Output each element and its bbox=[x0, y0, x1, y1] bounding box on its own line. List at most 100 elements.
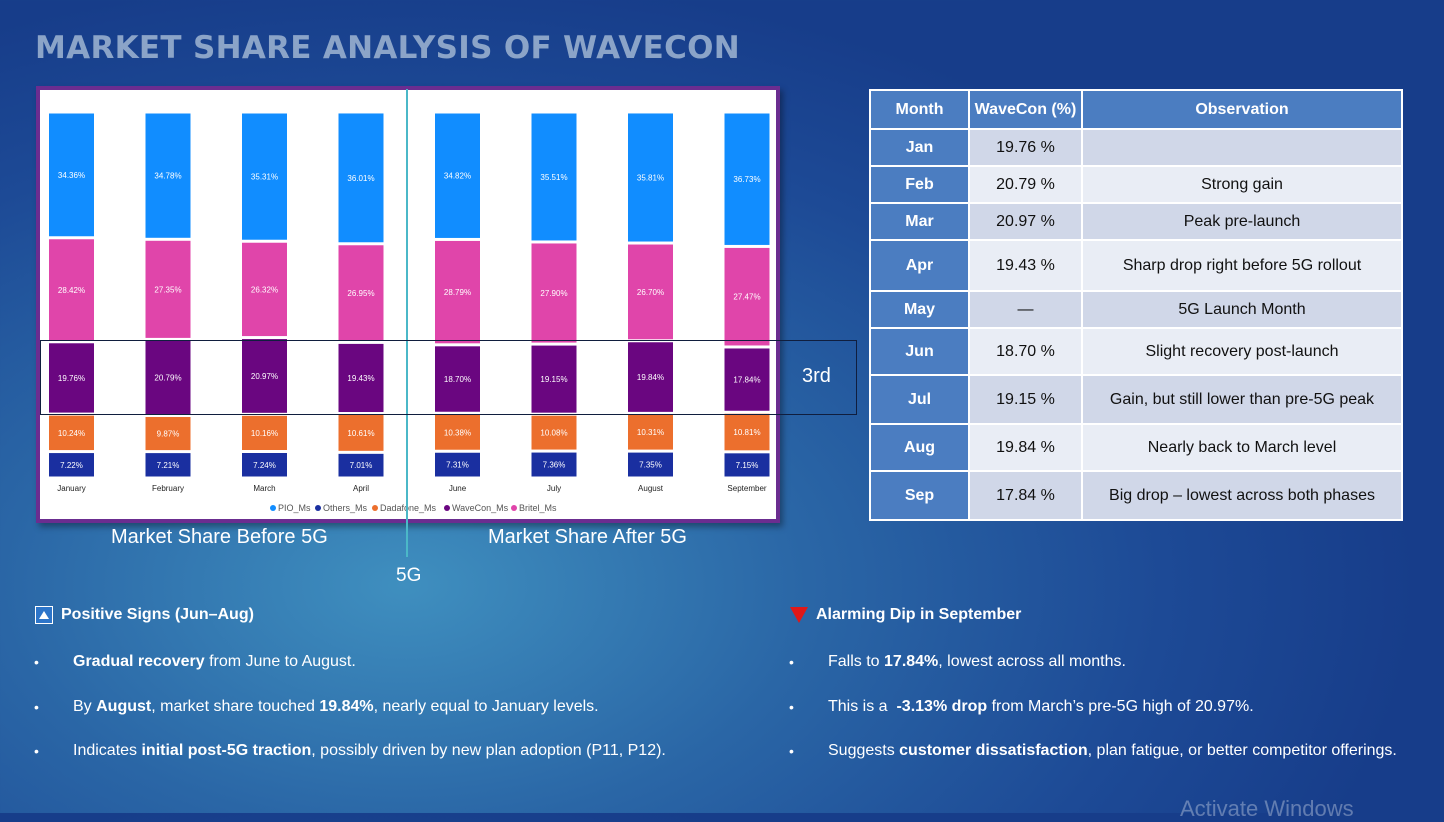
bar-wavecon-ms-august bbox=[628, 342, 673, 412]
cell-month: Jun bbox=[869, 327, 970, 376]
data-label: 20.79% bbox=[154, 373, 181, 382]
table-header-row: Month WaveCon (%) Observation bbox=[869, 89, 1403, 130]
bar-dadafone-ms-september bbox=[724, 413, 770, 451]
bar-others-ms-april bbox=[338, 453, 384, 477]
legend-label: WaveCon_Ms bbox=[452, 503, 509, 513]
data-label: 34.78% bbox=[154, 172, 181, 181]
data-label: 7.21% bbox=[157, 461, 180, 470]
cell-month: Apr bbox=[869, 239, 970, 292]
data-label: 7.15% bbox=[736, 461, 759, 470]
data-label: 7.22% bbox=[60, 461, 83, 470]
data-label: 27.35% bbox=[154, 285, 181, 294]
list-item: This is a -3.13% drop from March’s pre-5… bbox=[789, 697, 1397, 742]
bar-dadafone-ms-january bbox=[49, 415, 94, 451]
data-label: 19.76% bbox=[58, 374, 85, 383]
bar-pio-ms-august bbox=[628, 113, 673, 242]
cell-value: 19.76 % bbox=[968, 128, 1083, 167]
bar-others-ms-july bbox=[531, 452, 577, 477]
cell-value: 20.97 % bbox=[968, 202, 1083, 241]
table-row: Sep 17.84 % Big drop – lowest across bot… bbox=[869, 470, 1403, 521]
list-item: Gradual recovery from June to August. bbox=[34, 652, 666, 697]
cell-value: 19.15 % bbox=[968, 374, 1083, 425]
legend-marker-wavecon-ms bbox=[444, 505, 450, 511]
cell-month: Jul bbox=[869, 374, 970, 425]
alarming-dip-heading: Alarming Dip in September bbox=[790, 606, 1021, 624]
data-label: 36.01% bbox=[347, 174, 374, 183]
observation-table: Month WaveCon (%) Observation Jan 19.76 … bbox=[869, 89, 1403, 521]
legend-marker-britel-ms bbox=[511, 505, 517, 511]
data-label: 35.51% bbox=[540, 173, 567, 182]
data-label: 19.43% bbox=[347, 374, 374, 383]
5g-divider-line bbox=[406, 89, 408, 557]
after-5g-label: Market Share After 5G bbox=[488, 526, 687, 548]
chart-canvas: 7.22% 10.24% 19.76% 28.42% 34.36% January 7.21… bbox=[49, 113, 770, 513]
bar-dadafone-ms-june bbox=[435, 414, 480, 450]
bar-dadafone-ms-july bbox=[531, 415, 577, 450]
cell-month: Feb bbox=[869, 165, 970, 204]
table-row: Jun 18.70 % Slight recovery post-launch bbox=[869, 327, 1403, 376]
data-label: 10.61% bbox=[347, 429, 374, 438]
bar-wavecon-ms-february bbox=[145, 340, 191, 414]
positive-signs-heading: Positive Signs (Jun–Aug) bbox=[35, 606, 254, 624]
cell-value: 17.84 % bbox=[968, 470, 1083, 521]
x-tick-label: September bbox=[727, 484, 766, 493]
data-label: 9.87% bbox=[157, 430, 180, 439]
x-tick-label: July bbox=[547, 484, 561, 493]
bar-others-ms-august bbox=[628, 452, 673, 477]
bar-wavecon-ms-july bbox=[531, 345, 577, 413]
legend-label: Britel_Ms bbox=[519, 503, 557, 513]
positive-signs-title: Positive Signs (Jun–Aug) bbox=[61, 606, 254, 623]
legend-label: PIO_Ms bbox=[278, 503, 311, 513]
list-item: Falls to 17.84%, lowest across all month… bbox=[789, 652, 1397, 697]
data-label: 28.79% bbox=[444, 288, 471, 297]
legend-label: Dadafone_Ms bbox=[380, 503, 437, 513]
bar-britel-ms-april bbox=[338, 245, 384, 341]
cell-observation: Gain, but still lower than pre-5G peak bbox=[1081, 374, 1403, 425]
cell-value: 20.79 % bbox=[968, 165, 1083, 204]
cell-value: 19.84 % bbox=[968, 423, 1083, 472]
legend-marker-pio-ms bbox=[270, 505, 276, 511]
data-label: 19.84% bbox=[637, 373, 664, 382]
bar-pio-ms-april bbox=[338, 113, 384, 243]
cell-observation: Big drop – lowest across both phases bbox=[1081, 470, 1403, 521]
bar-britel-ms-march bbox=[242, 242, 287, 337]
table-row: Jan 19.76 % bbox=[869, 128, 1403, 167]
x-tick-label: January bbox=[57, 484, 85, 493]
data-label: 7.31% bbox=[446, 461, 469, 470]
data-label: 26.95% bbox=[347, 289, 374, 298]
cell-month: Mar bbox=[869, 202, 970, 241]
list-item: Indicates initial post-5G traction, poss… bbox=[34, 741, 666, 786]
rank-label: 3rd bbox=[802, 365, 831, 387]
bar-dadafone-ms-february bbox=[145, 416, 191, 451]
data-label: 34.82% bbox=[444, 172, 471, 181]
bar-wavecon-ms-september bbox=[724, 348, 770, 411]
header-wavecon: WaveCon (%) bbox=[968, 89, 1083, 130]
bar-pio-ms-january bbox=[49, 113, 94, 237]
x-tick-label: June bbox=[449, 484, 467, 493]
data-label: 7.01% bbox=[350, 461, 373, 470]
5g-divider-label: 5G bbox=[396, 565, 422, 586]
data-label: 7.35% bbox=[639, 461, 662, 470]
list-item: Suggests customer dissatisfaction, plan … bbox=[789, 741, 1397, 786]
data-label: 10.24% bbox=[58, 429, 85, 438]
header-month: Month bbox=[869, 89, 970, 130]
bar-wavecon-ms-january bbox=[49, 343, 94, 413]
table-row: Feb 20.79 % Strong gain bbox=[869, 165, 1403, 204]
down-triangle-icon bbox=[790, 607, 808, 623]
before-5g-label: Market Share Before 5G bbox=[111, 526, 328, 548]
bar-wavecon-ms-june bbox=[435, 346, 480, 412]
bar-others-ms-march bbox=[242, 453, 287, 477]
data-label: 7.24% bbox=[253, 461, 276, 470]
data-label: 27.47% bbox=[733, 293, 760, 302]
bar-britel-ms-february bbox=[145, 240, 191, 338]
data-label: 18.70% bbox=[444, 375, 471, 384]
legend-marker-dadafone-ms bbox=[372, 505, 378, 511]
cell-observation: Nearly back to March level bbox=[1081, 423, 1403, 472]
stacked-bar-chart: 7.22% 10.24% 19.76% 28.42% 34.36% January 7.21… bbox=[36, 86, 780, 523]
data-label: 35.31% bbox=[251, 173, 278, 182]
bar-pio-ms-july bbox=[531, 113, 577, 241]
cell-value: — bbox=[968, 290, 1083, 329]
x-tick-label: February bbox=[152, 484, 184, 493]
bar-britel-ms-january bbox=[49, 239, 94, 341]
bar-pio-ms-february bbox=[145, 113, 191, 238]
